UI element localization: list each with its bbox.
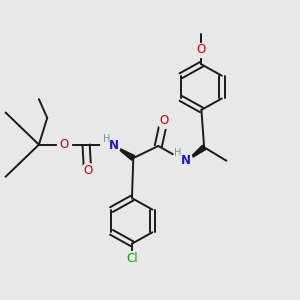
- Text: O: O: [83, 164, 92, 177]
- Text: H: H: [103, 134, 110, 144]
- Text: N: N: [109, 140, 119, 152]
- Text: O: O: [197, 43, 206, 56]
- Text: H: H: [174, 148, 182, 158]
- Text: O: O: [159, 114, 169, 127]
- Polygon shape: [187, 145, 206, 161]
- Polygon shape: [115, 146, 135, 160]
- Text: Cl: Cl: [126, 252, 138, 265]
- Text: O: O: [59, 138, 68, 151]
- Text: N: N: [181, 154, 191, 167]
